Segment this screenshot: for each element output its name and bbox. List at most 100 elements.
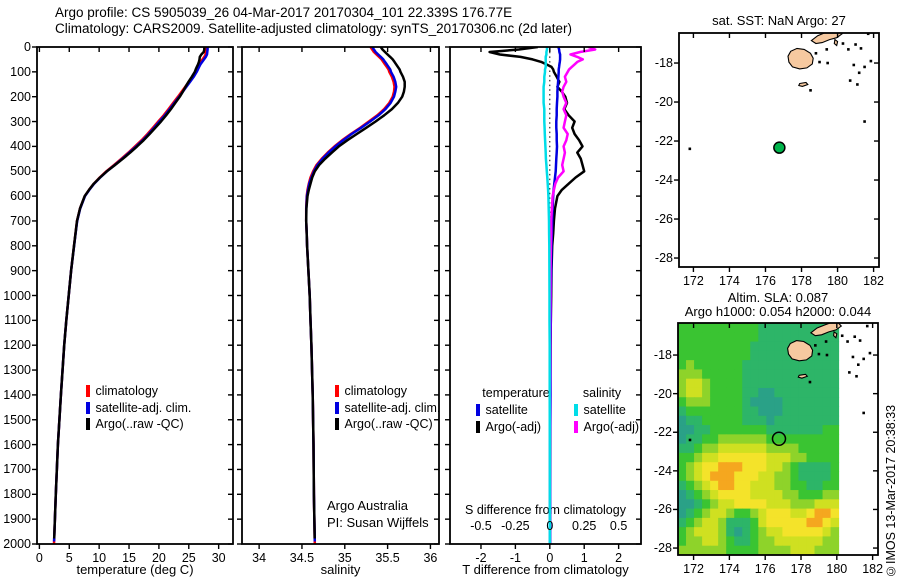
sla-cell <box>750 499 759 510</box>
sla-cell <box>750 415 759 426</box>
x-tick-label: -2 <box>475 551 487 565</box>
sla-cell <box>710 323 719 333</box>
sla-cell <box>694 471 703 482</box>
sla-cell <box>694 332 703 343</box>
legend-swatch <box>86 385 90 398</box>
sla-cell <box>766 490 775 500</box>
sla-cell <box>750 517 759 528</box>
sla-cell <box>782 406 791 417</box>
lon-tick-label: 176 <box>755 274 776 288</box>
temperature_profile-plot-area <box>52 47 209 544</box>
sla-cell <box>694 360 703 370</box>
sla-cell <box>822 499 832 510</box>
argo-raw-qc--curve <box>52 47 206 539</box>
sla-cell <box>758 332 767 343</box>
sla-cell <box>726 517 735 528</box>
sla-cell <box>726 323 735 333</box>
sla-cell <box>734 471 743 482</box>
sla-cell <box>822 341 832 352</box>
sla-cell <box>758 527 767 537</box>
sla-cell <box>686 406 695 417</box>
sla-cell <box>702 452 711 463</box>
small-island-dot <box>809 89 812 92</box>
sla-cell <box>750 369 759 380</box>
sla-cell <box>694 462 703 472</box>
sla-cell <box>718 341 727 352</box>
sla-cell <box>790 360 799 370</box>
sla-cell <box>686 378 695 389</box>
sla-cell <box>734 397 743 408</box>
sla-cell <box>694 415 703 426</box>
small-island-dot <box>688 438 692 442</box>
sla-cell <box>798 527 807 537</box>
sla-cell <box>694 387 703 398</box>
sla-cell <box>822 434 832 445</box>
small-island-dot <box>866 33 870 36</box>
s-satellite-curve <box>542 47 552 544</box>
salinity-panel-legend: climatology satellite-adj. clim. Argo(..ra… <box>335 383 440 433</box>
figure-title-line2: Climatology: CARS2009. Satellite-adjuste… <box>55 21 573 36</box>
sla-cell <box>710 332 719 343</box>
sla-cell <box>718 387 727 398</box>
sla-cell <box>790 425 799 435</box>
sla-cell <box>766 323 775 333</box>
sla-cell <box>678 499 687 510</box>
sla-cell <box>742 341 751 352</box>
sla-cell <box>726 434 735 445</box>
sla-cell <box>710 517 719 528</box>
sla-cell <box>806 425 816 435</box>
x-tick-label: 20 <box>151 551 166 565</box>
sla-cell <box>798 508 807 519</box>
satellite-adj-clim--curve <box>52 47 209 542</box>
sst_map <box>674 32 880 272</box>
sla-cell <box>830 480 840 491</box>
sla-cell <box>710 480 719 491</box>
sla-cell <box>750 425 759 435</box>
sla-cell <box>710 369 719 380</box>
sla-cell <box>678 332 687 343</box>
sla-cell <box>806 490 816 500</box>
t-argo-adj--curve <box>488 47 586 544</box>
sla-cell <box>678 452 687 463</box>
sla-cell <box>702 545 711 555</box>
lat-tick-label: -26 <box>653 502 672 517</box>
sla-cell <box>678 462 687 472</box>
sla-cell <box>798 517 807 528</box>
depth-tick-label: 200 <box>10 89 31 104</box>
sla-cell <box>726 499 735 510</box>
sla-cell <box>678 443 687 454</box>
sla-cell <box>702 387 711 398</box>
sla-cell <box>774 508 783 519</box>
sla-cell <box>750 480 759 491</box>
sla-cell <box>726 480 735 491</box>
sla-cell <box>814 462 824 472</box>
small-island-dot <box>688 147 692 151</box>
legend-item: Argo(-adj) <box>476 419 541 436</box>
sla-cell <box>750 434 759 445</box>
sla-cell <box>790 471 799 482</box>
sla-cell <box>726 387 735 398</box>
sla-cell <box>814 490 824 500</box>
sla-cell <box>806 434 816 445</box>
sla-cell <box>726 443 735 454</box>
small-island-dot <box>855 29 858 32</box>
sla-cell <box>742 397 751 408</box>
sla-cell <box>686 323 695 333</box>
depth-tick-label: 1600 <box>3 437 31 452</box>
sla-cell <box>686 443 695 454</box>
sla-cell <box>814 434 824 445</box>
sla-cell <box>758 434 767 445</box>
sla_map-plot-area <box>678 323 872 555</box>
sla-cell <box>830 415 840 426</box>
small-island-dot <box>825 48 829 51</box>
sla-cell <box>734 490 743 500</box>
sla-cell <box>710 462 719 472</box>
sla-cell <box>726 545 735 555</box>
sla-cell <box>750 545 759 555</box>
sla-cell <box>678 387 687 398</box>
sla-cell <box>742 350 751 361</box>
sla-cell <box>710 434 719 445</box>
temperature-panel-legend: climatology satellite-adj. clim. Argo(..ra… <box>86 383 191 433</box>
sla-cell <box>726 406 735 417</box>
sla-cell <box>718 536 727 547</box>
